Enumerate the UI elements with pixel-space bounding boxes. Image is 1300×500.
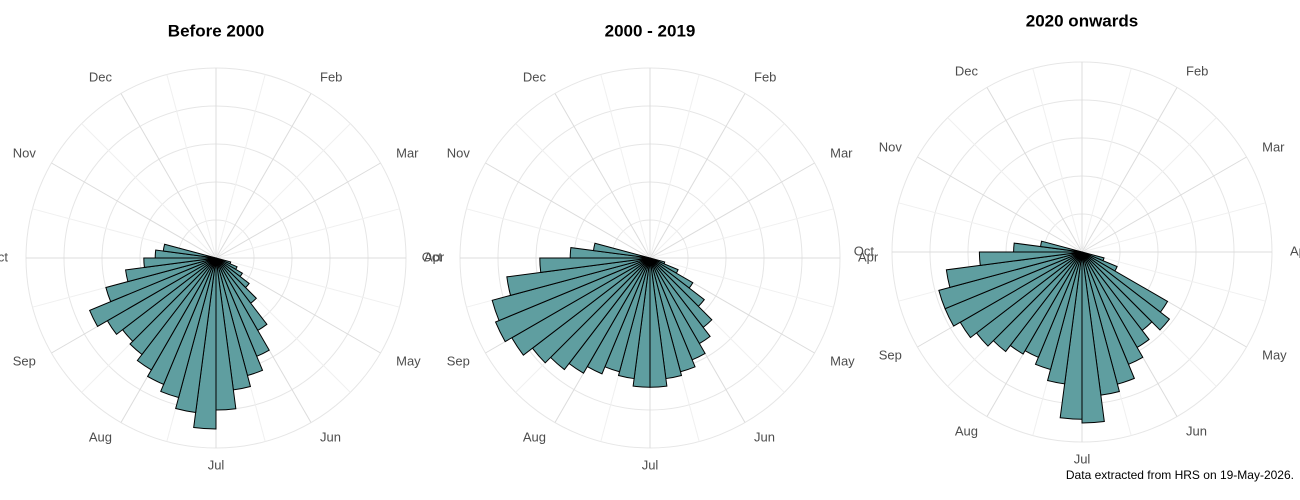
grid-spoke (215, 208, 400, 259)
grid-spoke (120, 93, 217, 259)
grid-spoke (215, 162, 381, 259)
bar (1081, 251, 1105, 424)
grid-spoke (485, 162, 651, 259)
bar (539, 257, 651, 273)
grid-spoke (1032, 68, 1083, 253)
chart-title: Before 2000 (168, 21, 264, 40)
bar (105, 257, 217, 303)
bar (978, 251, 1083, 266)
grid-spoke (649, 123, 785, 259)
grid-spoke (1081, 251, 1266, 302)
month-label: Sep (447, 353, 470, 368)
bar (125, 257, 217, 283)
month-label: Nov (447, 145, 471, 160)
month-label: May (830, 353, 855, 368)
bar (938, 251, 1083, 310)
grid-spoke (215, 123, 351, 259)
bar (143, 257, 217, 268)
month-label: Jun (754, 430, 775, 445)
grid-spoke (81, 123, 217, 259)
grid-spoke (215, 257, 400, 308)
month-label: May (396, 353, 421, 368)
month-label: Oct (854, 243, 875, 258)
bar (491, 257, 651, 322)
month-label: Apr (424, 249, 445, 264)
month-label: Dec (955, 63, 979, 78)
grid-spoke (51, 162, 217, 259)
month-label: Sep (13, 353, 36, 368)
grid-spoke (554, 93, 651, 259)
month-label: Feb (320, 69, 342, 84)
grid-spoke (215, 93, 312, 259)
bar (88, 257, 217, 328)
bar (506, 257, 651, 296)
bar (945, 251, 1083, 289)
bar (1081, 251, 1171, 331)
grid-spoke (600, 74, 651, 259)
grid-spoke (1081, 202, 1266, 253)
grid-spoke (649, 93, 746, 259)
month-label: Jul (642, 457, 659, 472)
chart-title: 2020 onwards (1026, 11, 1138, 30)
bar (146, 257, 217, 386)
grid-spoke (166, 74, 217, 259)
bar (136, 257, 217, 371)
grid-spoke (649, 74, 700, 259)
month-label: Mar (396, 145, 419, 160)
grid-spoke (947, 117, 1083, 253)
month-label: Oct (0, 249, 8, 264)
grid-spoke (917, 156, 1083, 253)
month-label: Aug (523, 430, 546, 445)
grid-spoke (1081, 117, 1217, 253)
bar (494, 257, 651, 343)
grid-spoke (1081, 87, 1178, 253)
month-label: Oct (422, 249, 443, 264)
month-label: Feb (1186, 63, 1208, 78)
month-label: Aug (955, 424, 978, 439)
grid-spoke (215, 74, 266, 259)
month-label: Jul (1074, 451, 1091, 466)
month-label: May (1262, 347, 1287, 362)
month-label: Dec (523, 69, 547, 84)
footnote: Data extracted from HRS on 19-May-2026. (1066, 468, 1294, 482)
month-label: Mar (1262, 139, 1285, 154)
month-label: Nov (13, 145, 37, 160)
month-label: Nov (879, 139, 903, 154)
month-label: Mar (830, 145, 853, 160)
month-label: Sep (879, 347, 902, 362)
month-label: Jun (1186, 424, 1207, 439)
month-label: Apr (858, 249, 879, 264)
month-label: Apr (1290, 243, 1300, 258)
month-label: Feb (754, 69, 776, 84)
grid-spoke (215, 257, 381, 354)
month-label: Jun (320, 430, 341, 445)
month-label: Aug (89, 430, 112, 445)
grid-spoke (986, 87, 1083, 253)
grid-spoke (515, 123, 651, 259)
grid-spoke (649, 162, 815, 259)
grid-spoke (1081, 156, 1247, 253)
month-label: Dec (89, 69, 113, 84)
bar (129, 257, 217, 356)
grid-spoke (649, 208, 834, 259)
grid-spoke (1081, 68, 1132, 253)
chart-title: 2000 - 2019 (605, 21, 696, 40)
grid-spoke (649, 257, 834, 308)
month-label: Jul (208, 457, 225, 472)
bar (162, 243, 217, 259)
bar (160, 257, 217, 399)
bar (1039, 240, 1083, 253)
bar (592, 242, 651, 259)
